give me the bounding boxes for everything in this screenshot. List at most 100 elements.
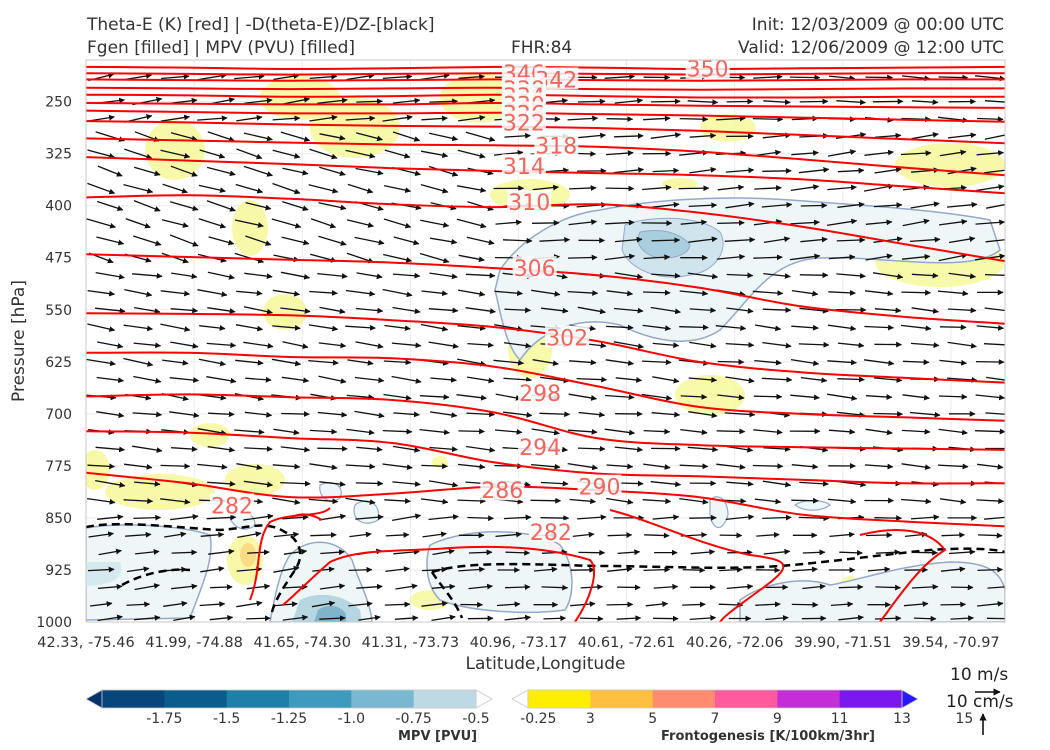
wind-vector xyxy=(309,73,338,80)
mpv-colorbar-tick-label: -0.25 xyxy=(520,711,556,727)
wind-vector xyxy=(791,324,819,331)
wind-vector xyxy=(798,515,830,522)
wind-vector xyxy=(577,306,606,315)
wind-vector xyxy=(941,532,966,539)
wind-vector xyxy=(383,218,412,229)
wind-vector xyxy=(392,97,421,104)
wind-vector xyxy=(724,236,756,243)
wind-vector xyxy=(430,376,457,383)
wind-vector xyxy=(466,376,495,384)
wind-vector xyxy=(577,514,607,521)
wind-vector xyxy=(420,219,450,228)
wind-vector xyxy=(272,497,301,505)
wind-vector xyxy=(383,393,412,401)
wind-vector xyxy=(836,99,866,106)
wind-vector xyxy=(938,393,968,400)
wind-vector xyxy=(244,272,273,280)
wind-vector xyxy=(605,359,634,366)
wind-vector xyxy=(541,584,569,591)
wind-vector xyxy=(828,289,856,296)
wind-vector xyxy=(421,600,448,607)
wind-vector xyxy=(206,514,237,521)
wind-vector xyxy=(937,463,969,470)
wind-vector xyxy=(874,166,902,174)
wind-vector xyxy=(90,601,113,607)
theta-e-label-bg xyxy=(518,435,563,458)
wind-vector xyxy=(984,134,1005,140)
wind-vector xyxy=(645,601,669,607)
wind-vector xyxy=(567,254,598,261)
wind-vector xyxy=(577,98,606,105)
wind-vector xyxy=(873,411,903,417)
wind-vector xyxy=(651,272,681,279)
wind-vector xyxy=(688,376,718,383)
wind-vector xyxy=(280,131,311,142)
x-tick-label: 41.99, -74.88 xyxy=(145,635,242,651)
wind-vector xyxy=(578,411,606,418)
wind-vector xyxy=(948,272,976,280)
fgen-colorbar-tick-label: 5 xyxy=(648,711,657,727)
theta-e-label: 350 xyxy=(687,57,729,82)
wind-vector xyxy=(421,290,448,297)
wind-vector xyxy=(428,480,459,488)
wind-vector xyxy=(495,531,522,538)
wind-vector xyxy=(531,463,561,470)
ddz-contour-branch xyxy=(430,571,464,619)
wind-vector xyxy=(643,428,671,435)
wind-vector xyxy=(87,182,116,195)
y-tick-label: 550 xyxy=(45,303,72,319)
wind-vector xyxy=(97,514,124,521)
wind-vector xyxy=(975,75,1005,82)
wind-vector xyxy=(827,498,857,505)
wind-vector xyxy=(644,532,670,539)
wind-vector xyxy=(875,584,901,591)
wind-vector xyxy=(567,115,599,122)
wind-vector xyxy=(346,73,375,81)
wind-vector xyxy=(319,306,346,315)
wind-vector xyxy=(429,446,458,453)
wind-vector xyxy=(828,75,856,82)
wind-vector xyxy=(394,615,419,621)
wind-vector xyxy=(467,515,494,522)
wind-vector xyxy=(754,185,782,191)
wind-vector xyxy=(826,218,858,227)
wind-vector xyxy=(752,290,784,297)
wind-vector xyxy=(716,428,746,435)
wind-vector xyxy=(802,549,826,556)
wind-vector xyxy=(419,394,450,400)
wind-vector xyxy=(679,290,709,297)
wind-vector xyxy=(171,549,198,556)
y-tick-label: 700 xyxy=(45,407,72,423)
theta-e-label: 310 xyxy=(508,191,550,216)
theta-e-label-bg xyxy=(480,478,525,501)
wind-vector xyxy=(792,566,818,573)
wind-vector xyxy=(724,411,756,418)
wind-vector xyxy=(385,532,410,538)
wind-vector xyxy=(456,394,487,401)
theta-e-contour-282-loop xyxy=(289,513,323,521)
wind-vector xyxy=(763,446,791,452)
valid-time: Valid: 12/06/2009 @ 12:00 UTC xyxy=(738,38,1004,58)
wind-vector xyxy=(910,514,940,521)
wind-vector xyxy=(651,98,681,105)
wind-vector xyxy=(281,376,310,384)
wind-vector xyxy=(133,342,162,349)
wind-vector xyxy=(762,341,792,349)
wind-vector xyxy=(762,480,792,488)
wind-vector xyxy=(494,290,523,297)
wind-vector xyxy=(939,218,968,226)
wind-vector xyxy=(865,532,893,539)
wind-vector xyxy=(395,583,418,590)
wind-vector xyxy=(984,273,1005,276)
wind-vector xyxy=(457,289,486,297)
wind-scale-vertical-label: 10 cm/s xyxy=(946,692,1014,712)
wind-vector xyxy=(987,586,1005,589)
wind-vector xyxy=(606,601,634,608)
wind-vector xyxy=(938,252,968,262)
wind-vector xyxy=(273,531,300,538)
wind-vector xyxy=(494,429,523,435)
wind-vector xyxy=(827,184,857,191)
theta-e-label-bg xyxy=(209,493,254,516)
wind-vector xyxy=(345,115,376,122)
wind-vector xyxy=(431,614,456,622)
